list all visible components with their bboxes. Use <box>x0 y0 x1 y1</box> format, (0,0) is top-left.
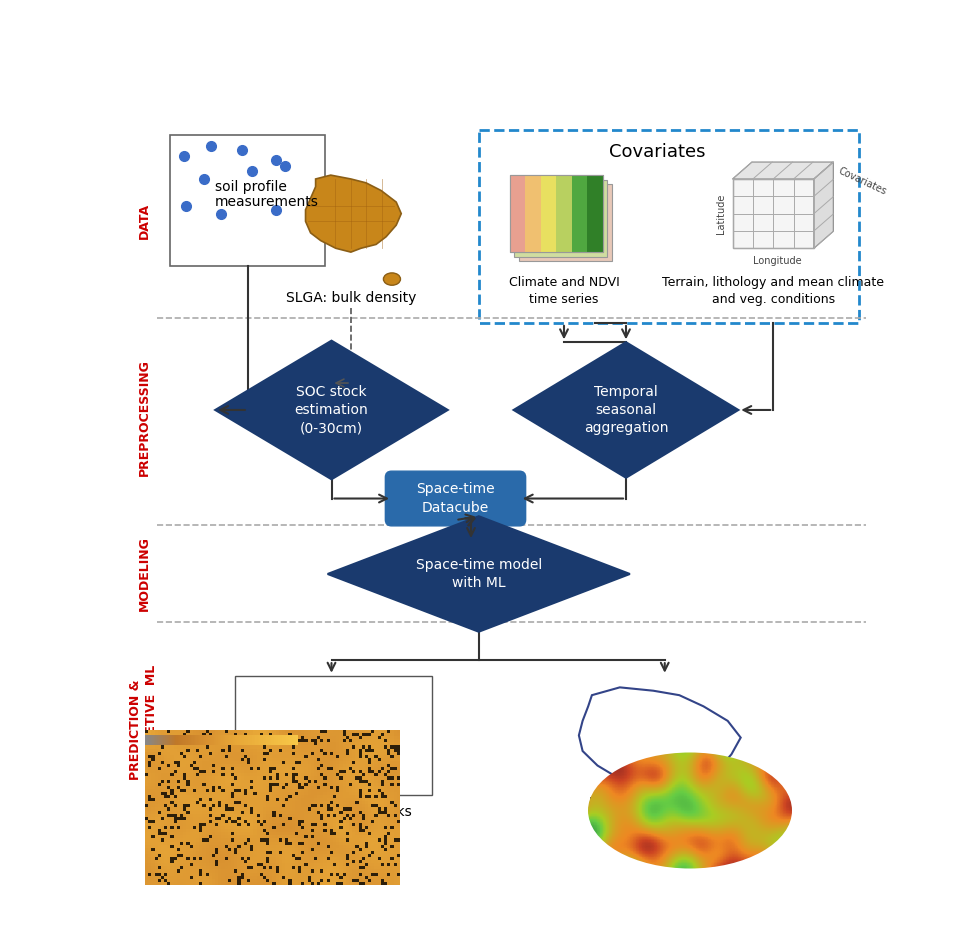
Ellipse shape <box>688 780 707 795</box>
Bar <box>572 175 586 253</box>
Text: Space-time SOC stocks: Space-time SOC stocks <box>251 805 411 819</box>
Text: Covariates: Covariates <box>835 166 887 197</box>
Polygon shape <box>732 162 832 179</box>
FancyBboxPatch shape <box>385 471 525 526</box>
Text: Space-time model
with ML: Space-time model with ML <box>415 558 541 590</box>
Bar <box>519 184 612 261</box>
Text: Space-time
Datacube: Space-time Datacube <box>416 482 494 515</box>
Polygon shape <box>215 341 447 480</box>
Bar <box>514 180 607 256</box>
Text: SOC stock
estimation
(0-30cm): SOC stock estimation (0-30cm) <box>294 385 368 435</box>
Bar <box>509 175 602 253</box>
Bar <box>509 175 602 253</box>
Text: Climate and NDVI
time series: Climate and NDVI time series <box>508 275 618 306</box>
Ellipse shape <box>383 272 400 286</box>
Text: DATA: DATA <box>138 203 150 239</box>
Polygon shape <box>327 517 629 632</box>
Text: PREPROCESSING: PREPROCESSING <box>138 359 150 476</box>
Text: soil profile: soil profile <box>215 180 287 194</box>
Bar <box>586 175 602 253</box>
Bar <box>170 135 325 266</box>
Text: SLGA: bulk density: SLGA: bulk density <box>285 291 415 306</box>
Text: Longitude: Longitude <box>752 256 800 266</box>
Text: Temporal
seasonal
aggregation: Temporal seasonal aggregation <box>583 385 667 435</box>
Text: 2018-04: 2018-04 <box>149 736 185 745</box>
Bar <box>540 175 556 253</box>
Polygon shape <box>813 162 832 248</box>
Bar <box>556 175 572 253</box>
Bar <box>509 175 525 253</box>
Text: MODELING: MODELING <box>138 536 150 611</box>
Bar <box>479 131 858 323</box>
Bar <box>565 175 602 253</box>
Polygon shape <box>513 342 738 478</box>
Text: Major local SOC stock
drivers: Major local SOC stock drivers <box>589 797 740 829</box>
Bar <box>525 175 540 253</box>
Text: Latitude: Latitude <box>715 193 726 234</box>
Text: PREDICTION &
INTERPRETIVE  ML: PREDICTION & INTERPRETIVE ML <box>129 665 158 794</box>
Text: Terrain, lithology and mean climate
and veg. conditions: Terrain, lithology and mean climate and … <box>661 275 883 306</box>
Polygon shape <box>305 175 401 253</box>
Bar <box>732 179 813 248</box>
Bar <box>234 675 432 795</box>
Text: Covariates: Covariates <box>608 143 704 161</box>
Text: measurements: measurements <box>215 195 319 209</box>
